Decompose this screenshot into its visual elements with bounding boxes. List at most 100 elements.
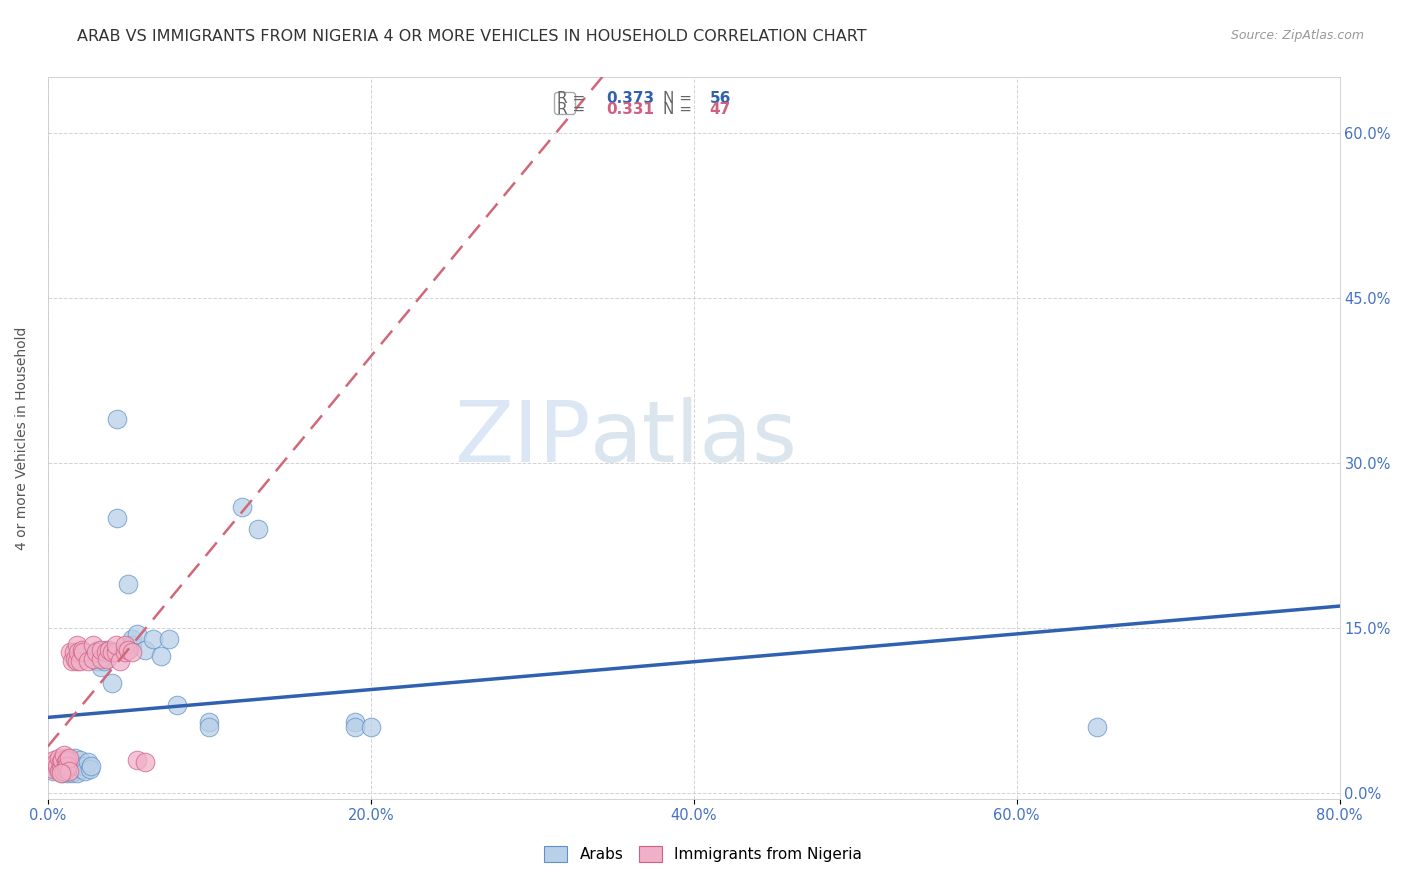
Point xyxy=(70,643,93,657)
Point xyxy=(49,766,72,780)
Point xyxy=(41,764,63,779)
Point xyxy=(58,758,80,772)
Point xyxy=(66,766,89,780)
Point xyxy=(77,654,100,668)
Point xyxy=(82,652,104,666)
Point xyxy=(48,756,70,770)
Point xyxy=(121,645,143,659)
Point xyxy=(117,577,139,591)
Point xyxy=(80,758,103,772)
Point xyxy=(56,753,79,767)
Point xyxy=(360,720,382,734)
Point xyxy=(231,500,253,514)
Point xyxy=(89,654,111,668)
Y-axis label: 4 or more Vehicles in Household: 4 or more Vehicles in Household xyxy=(15,326,30,549)
Point xyxy=(48,751,70,765)
Point xyxy=(46,758,69,772)
Text: R =: R = xyxy=(557,92,585,106)
Point xyxy=(51,753,73,767)
Point xyxy=(77,756,100,770)
Point xyxy=(101,645,124,659)
Point xyxy=(246,522,269,536)
Point xyxy=(59,762,82,776)
Point xyxy=(45,758,67,772)
Point xyxy=(94,645,117,659)
Point xyxy=(63,751,86,765)
Point xyxy=(121,632,143,646)
Point xyxy=(125,753,148,767)
Point xyxy=(73,764,96,779)
Point xyxy=(87,643,110,657)
Point xyxy=(41,762,63,776)
Point xyxy=(72,645,94,659)
Point xyxy=(198,720,221,734)
Point xyxy=(44,753,66,767)
Point xyxy=(98,643,121,657)
Point xyxy=(114,638,136,652)
Point xyxy=(117,643,139,657)
Text: N =: N = xyxy=(662,102,692,117)
Point xyxy=(58,764,80,779)
Point xyxy=(63,652,86,666)
Point xyxy=(63,764,86,779)
Point xyxy=(52,747,75,762)
Point xyxy=(62,758,84,772)
Point xyxy=(59,753,82,767)
Point xyxy=(69,753,91,767)
Point xyxy=(66,762,89,776)
Point xyxy=(343,720,366,734)
Point xyxy=(70,762,93,776)
Point xyxy=(96,652,118,666)
Point xyxy=(49,756,72,770)
Point xyxy=(104,638,127,652)
Point xyxy=(62,645,84,659)
Text: R =: R = xyxy=(557,102,585,117)
Point xyxy=(84,645,107,659)
Point xyxy=(101,676,124,690)
Point xyxy=(55,756,77,770)
Point xyxy=(157,632,180,646)
Point xyxy=(198,714,221,729)
Point xyxy=(60,654,83,668)
Point xyxy=(52,758,75,772)
Point xyxy=(94,643,117,657)
Point xyxy=(93,654,115,668)
Point xyxy=(56,751,79,765)
Point xyxy=(55,762,77,776)
Point xyxy=(45,756,67,770)
Text: atlas: atlas xyxy=(591,397,799,480)
Point xyxy=(110,654,132,668)
Point xyxy=(84,654,107,668)
Point xyxy=(55,762,77,776)
Text: 0.373: 0.373 xyxy=(606,92,654,106)
Text: ZIP: ZIP xyxy=(454,397,591,480)
Point xyxy=(121,638,143,652)
Point xyxy=(49,753,72,767)
Point xyxy=(90,652,112,666)
Point xyxy=(105,511,128,525)
Point xyxy=(60,766,83,780)
Text: Source: ZipAtlas.com: Source: ZipAtlas.com xyxy=(1230,29,1364,42)
Point xyxy=(79,762,101,776)
Text: 47: 47 xyxy=(710,102,731,117)
Point xyxy=(134,643,156,657)
Point xyxy=(82,638,104,652)
Legend:  xyxy=(554,92,575,113)
Point xyxy=(125,626,148,640)
Point xyxy=(66,638,89,652)
Point xyxy=(149,648,172,663)
Text: ARAB VS IMMIGRANTS FROM NIGERIA 4 OR MORE VEHICLES IN HOUSEHOLD CORRELATION CHAR: ARAB VS IMMIGRANTS FROM NIGERIA 4 OR MOR… xyxy=(77,29,868,44)
Point xyxy=(69,654,91,668)
Point xyxy=(142,632,165,646)
Point xyxy=(105,412,128,426)
Text: 0.331: 0.331 xyxy=(606,102,654,117)
Point xyxy=(114,645,136,659)
Point xyxy=(343,714,366,729)
Point xyxy=(46,762,69,776)
Point xyxy=(90,643,112,657)
Point xyxy=(166,698,188,713)
Point xyxy=(90,659,112,673)
Text: N =: N = xyxy=(662,92,692,106)
Point xyxy=(49,762,72,776)
Point xyxy=(51,766,73,780)
